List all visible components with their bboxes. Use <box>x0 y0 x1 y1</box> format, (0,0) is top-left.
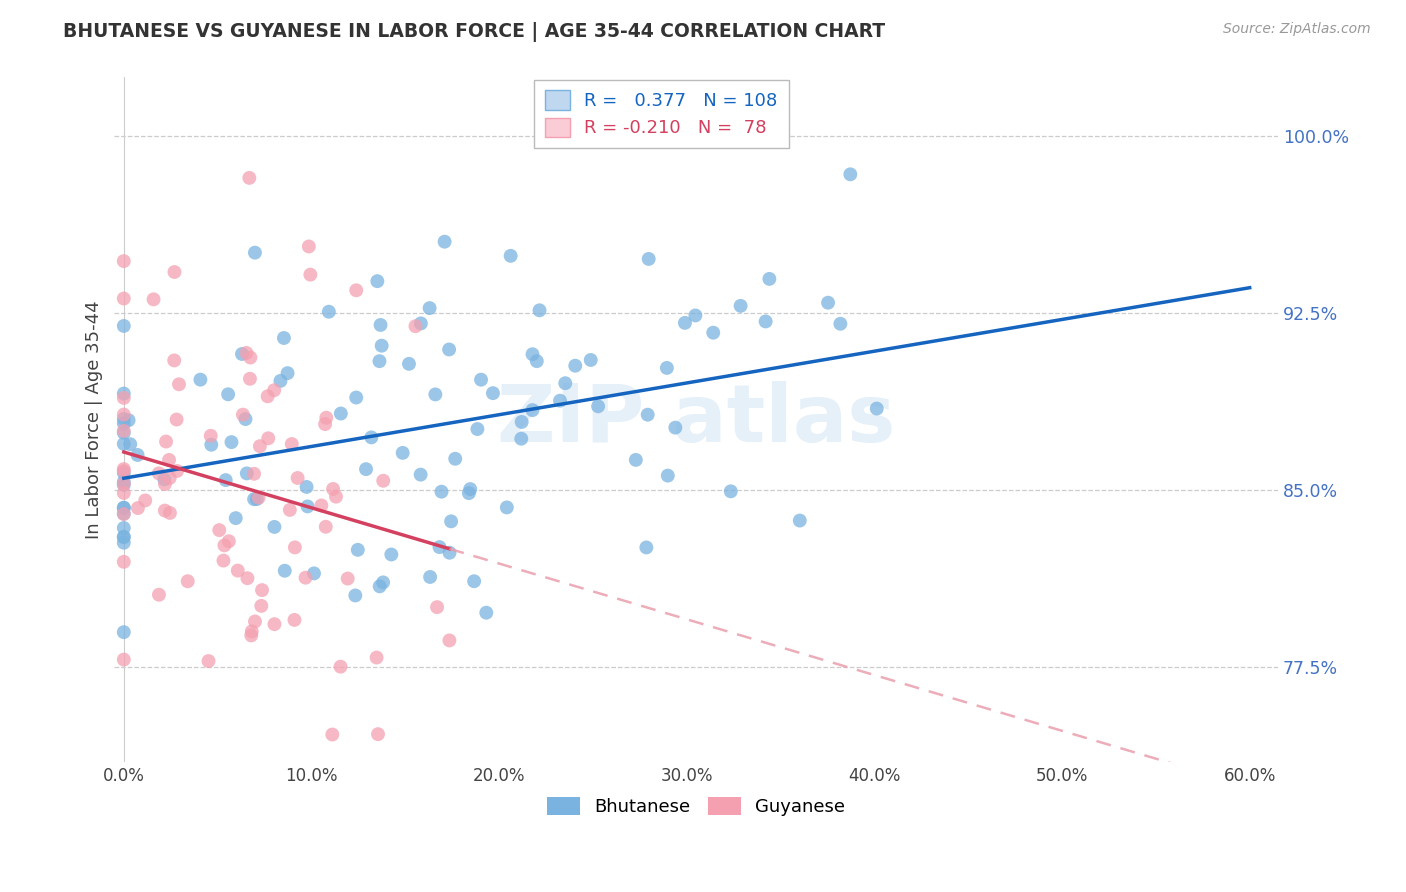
Point <box>368 579 391 593</box>
Point <box>112 464 135 478</box>
Point <box>439 633 461 648</box>
Point <box>221 435 243 450</box>
Point <box>283 613 305 627</box>
Point <box>554 376 576 391</box>
Point <box>236 467 259 481</box>
Point <box>112 412 135 426</box>
Point <box>463 574 485 589</box>
Point <box>159 471 181 485</box>
Point <box>112 625 135 640</box>
Point <box>430 484 453 499</box>
Point <box>299 268 322 282</box>
Point <box>225 511 247 525</box>
Point <box>153 472 176 486</box>
Point <box>302 566 325 581</box>
Point <box>263 617 285 632</box>
Point <box>586 400 609 414</box>
Point <box>755 314 778 328</box>
Legend: Bhutanese, Guyanese: Bhutanese, Guyanese <box>540 789 852 823</box>
Point <box>112 535 135 549</box>
Point <box>371 575 394 590</box>
Point <box>409 467 432 482</box>
Point <box>370 318 392 332</box>
Point <box>673 316 696 330</box>
Point <box>548 393 571 408</box>
Point <box>240 628 263 642</box>
Point <box>112 417 135 431</box>
Point <box>277 366 299 380</box>
Point <box>391 446 413 460</box>
Point <box>510 415 533 429</box>
Point <box>212 553 235 567</box>
Point <box>325 490 347 504</box>
Point <box>409 317 432 331</box>
Point <box>159 506 181 520</box>
Point <box>239 372 262 386</box>
Point <box>499 249 522 263</box>
Point <box>419 570 441 584</box>
Point <box>344 283 367 297</box>
Point <box>112 254 135 268</box>
Point <box>226 564 249 578</box>
Point <box>426 600 449 615</box>
Point <box>112 507 135 521</box>
Point <box>457 486 479 500</box>
Point <box>281 437 304 451</box>
Point <box>243 615 266 629</box>
Point <box>839 167 862 181</box>
Point <box>637 252 659 266</box>
Point <box>200 438 222 452</box>
Point <box>273 331 295 345</box>
Point <box>529 303 551 318</box>
Point <box>482 386 505 401</box>
Point <box>866 401 889 416</box>
Point <box>637 408 659 422</box>
Point <box>274 564 297 578</box>
Point <box>344 589 367 603</box>
Point <box>437 343 460 357</box>
Point <box>263 383 285 397</box>
Point <box>655 360 678 375</box>
Point <box>112 500 135 515</box>
Point <box>236 571 259 585</box>
Point <box>112 386 135 401</box>
Point <box>256 389 278 403</box>
Point <box>153 477 176 491</box>
Point <box>278 503 301 517</box>
Point <box>112 391 135 405</box>
Point <box>243 245 266 260</box>
Point <box>177 574 200 589</box>
Point <box>112 500 135 515</box>
Point <box>664 420 686 434</box>
Point <box>112 437 135 451</box>
Point <box>702 326 724 340</box>
Text: Source: ZipAtlas.com: Source: ZipAtlas.com <box>1223 22 1371 37</box>
Point <box>112 466 135 480</box>
Point <box>148 588 170 602</box>
Point <box>624 453 647 467</box>
Point <box>250 599 273 613</box>
Point <box>112 425 135 440</box>
Point <box>197 654 219 668</box>
Point <box>318 304 340 318</box>
Point <box>112 652 135 666</box>
Point <box>510 432 533 446</box>
Point <box>657 468 679 483</box>
Point <box>336 572 359 586</box>
Point <box>240 624 263 639</box>
Point <box>730 299 752 313</box>
Point <box>444 451 467 466</box>
Point <box>419 301 441 315</box>
Text: ZIP atlas: ZIP atlas <box>496 381 896 458</box>
Point <box>112 292 135 306</box>
Point <box>294 571 316 585</box>
Point <box>526 354 548 368</box>
Point <box>789 514 811 528</box>
Point <box>112 318 135 333</box>
Point <box>250 583 273 598</box>
Point <box>346 542 368 557</box>
Point <box>163 265 186 279</box>
Point <box>366 650 388 665</box>
Point <box>112 486 135 500</box>
